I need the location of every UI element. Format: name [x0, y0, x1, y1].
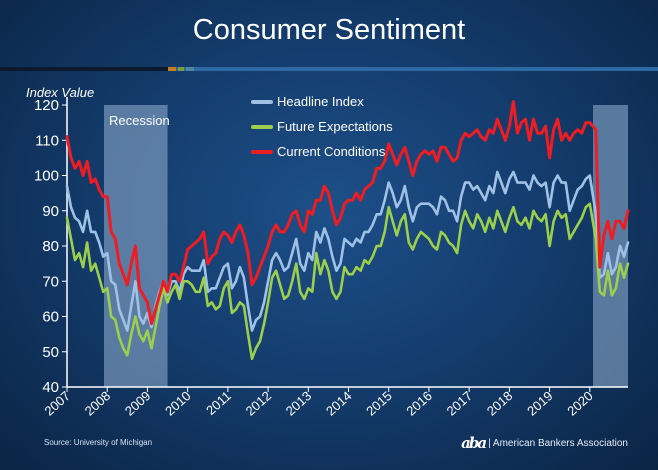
- aba-logo-mark: aba: [461, 434, 487, 452]
- x-tick-label: 2017: [444, 388, 476, 418]
- divider-segment-teal: [186, 67, 194, 71]
- aba-logo-text: | American Bankers Association: [488, 437, 628, 449]
- x-tick-label: 2012: [243, 388, 275, 418]
- x-tick-label: 2013: [283, 388, 315, 418]
- series-line-future: [65, 202, 630, 361]
- divider-segment-orange: [168, 67, 176, 71]
- divider-segment-dark: [0, 67, 168, 71]
- y-tick-label: 120: [34, 97, 59, 114]
- x-tick-label: 2010: [162, 388, 194, 418]
- legend-label-future: Future Expectations: [277, 119, 393, 134]
- x-tick-label: 2016: [403, 388, 435, 418]
- legend: Headline Index Future Expectations Current…: [251, 94, 393, 159]
- title-divider: [0, 67, 658, 71]
- recession-label: Recession: [109, 113, 170, 128]
- x-tick-label: 2008: [82, 388, 114, 418]
- y-tick-label: 50: [42, 344, 59, 361]
- x-tick-label: 2011: [203, 388, 234, 418]
- divider-segment-green: [178, 67, 184, 71]
- y-tick-label: 70: [42, 273, 59, 290]
- x-tick-label: 2015: [363, 388, 395, 418]
- aba-logo: aba | American Bankers Association: [461, 434, 628, 452]
- y-tick-label: 100: [34, 168, 59, 185]
- x-tick-label: 2019: [524, 388, 556, 418]
- series-lines: [65, 100, 630, 361]
- source-note: Source: University of Michigan: [44, 438, 153, 447]
- y-tick-label: 40: [42, 379, 59, 396]
- y-tick-label: 90: [42, 203, 59, 220]
- x-tick-label: 2020: [564, 388, 596, 418]
- chart-title: Consumer Sentiment: [192, 14, 466, 46]
- x-tick-label: 2018: [484, 388, 516, 418]
- x-tick-label: 2009: [122, 388, 154, 418]
- x-tick-label: 2014: [323, 388, 355, 418]
- y-axis-label: Index Value: [26, 85, 94, 100]
- legend-label-headline: Headline Index: [277, 94, 364, 109]
- series-line-current: [65, 100, 630, 326]
- y-tick-label: 80: [42, 238, 59, 255]
- y-tick-label: 60: [42, 309, 59, 326]
- legend-label-current: Current Conditions: [277, 144, 386, 159]
- y-tick-label: 110: [35, 132, 59, 149]
